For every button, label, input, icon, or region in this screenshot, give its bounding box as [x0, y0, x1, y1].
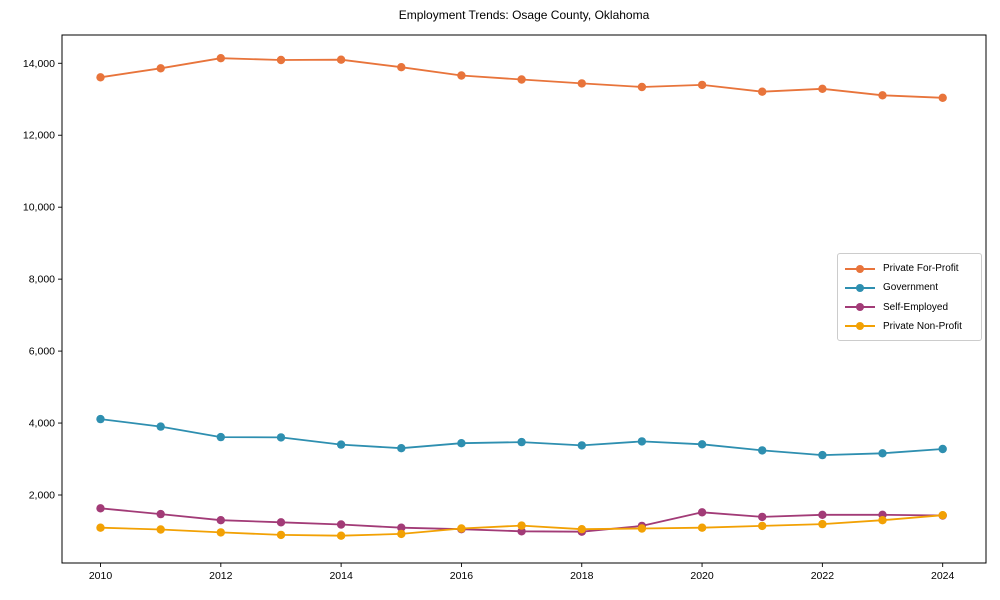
- data-point: [96, 523, 105, 532]
- y-tick-label: 4,000: [29, 418, 55, 430]
- data-point: [758, 521, 767, 531]
- data-point: [397, 62, 406, 72]
- x-tick-label: 2016: [450, 570, 474, 582]
- data-point: [397, 444, 406, 453]
- legend-item-private-non-profit: Private Non-Profit: [845, 317, 974, 336]
- x-tick-label: 2024: [931, 570, 955, 582]
- line-marker-icon: [845, 303, 875, 312]
- plot-frame: [61, 34, 987, 564]
- data-point: [96, 504, 105, 513]
- data-point: [336, 440, 346, 449]
- data-point: [637, 524, 647, 533]
- legend-label: Private Non-Profit: [883, 320, 962, 332]
- legend: Private For-Profit Government Self-Emplo…: [837, 253, 982, 341]
- legend-item-self-employed: Self-Employed: [845, 298, 974, 317]
- data-point: [697, 523, 707, 532]
- y-tick-label: 8,000: [29, 274, 55, 286]
- y-tick-label: 2,000: [29, 490, 55, 502]
- legend-label: Government: [883, 282, 939, 294]
- axes: 2,000 4,000 6,000 8,000 10,000 12,000 14,000 20…: [23, 58, 955, 582]
- legend-item-government: Government: [845, 278, 974, 297]
- data-point: [637, 437, 647, 446]
- x-tick-label: 2022: [811, 570, 835, 582]
- legend-label: Self-Employed: [883, 301, 949, 313]
- y-tick-label: 10,000: [23, 202, 55, 214]
- data-point: [156, 64, 165, 73]
- series-line: [100, 418, 943, 457]
- data-point: [758, 446, 767, 455]
- data-point: [758, 512, 767, 522]
- line-marker-icon: [845, 322, 875, 331]
- data-point: [577, 441, 586, 450]
- series-private-for-profit: [96, 54, 947, 103]
- y-tick-label: 6,000: [29, 346, 55, 358]
- x-tick-label: 2012: [209, 570, 233, 582]
- data-point: [457, 71, 466, 80]
- x-tick-label: 2010: [89, 570, 113, 582]
- chart-title: Employment Trends: Osage County, Oklahom…: [398, 8, 650, 22]
- series-government: [96, 414, 947, 460]
- data-point: [697, 440, 707, 449]
- data-point: [276, 55, 286, 65]
- data-point: [397, 529, 406, 539]
- x-axis: 2010 2012 2014 2016 2018 2020 2022 2024: [89, 563, 955, 582]
- data-point: [878, 449, 887, 458]
- line-marker-icon: [845, 264, 875, 273]
- data-point: [938, 511, 947, 520]
- data-point: [818, 450, 827, 460]
- line-marker-icon: [845, 283, 875, 292]
- data-point: [156, 509, 165, 519]
- legend-label: Private For-Profit: [883, 263, 959, 275]
- legend-item-private-for-profit: Private For-Profit: [845, 259, 974, 278]
- data-point: [577, 525, 586, 534]
- y-axis: 2,000 4,000 6,000 8,000 10,000 12,000 14,000: [23, 58, 62, 502]
- x-tick-label: 2018: [570, 570, 594, 582]
- data-point: [336, 520, 346, 529]
- data-point: [216, 528, 225, 537]
- data-point: [517, 437, 526, 447]
- x-tick-label: 2014: [329, 570, 353, 582]
- data-point: [517, 521, 526, 530]
- data-point: [276, 518, 286, 527]
- data-point: [216, 432, 225, 442]
- data-point: [216, 54, 225, 63]
- data-point: [818, 84, 827, 94]
- data-point: [818, 519, 827, 529]
- data-point: [156, 422, 165, 431]
- data-point: [457, 524, 466, 533]
- data-point: [156, 525, 165, 534]
- data-point: [276, 530, 286, 540]
- x-tick-label: 2020: [690, 570, 714, 582]
- data-point: [216, 516, 225, 525]
- data-point: [878, 91, 887, 100]
- y-tick-label: 12,000: [23, 130, 55, 142]
- data-point: [457, 439, 466, 448]
- data-point: [96, 414, 105, 424]
- data-point: [938, 444, 947, 454]
- data-point: [517, 75, 526, 84]
- y-tick-label: 14,000: [23, 58, 55, 70]
- data-point: [577, 79, 586, 88]
- data-point: [336, 531, 346, 540]
- data-point: [336, 55, 346, 64]
- data-point: [878, 516, 887, 525]
- data-point: [697, 80, 707, 90]
- data-point: [818, 510, 827, 519]
- data-point: [397, 523, 406, 532]
- data-point: [637, 82, 647, 92]
- data-point: [758, 87, 767, 96]
- data-point: [96, 73, 105, 82]
- data-point: [697, 508, 707, 517]
- data-point: [276, 433, 286, 442]
- series-private-non-profit: [96, 511, 947, 540]
- data-point: [938, 93, 947, 103]
